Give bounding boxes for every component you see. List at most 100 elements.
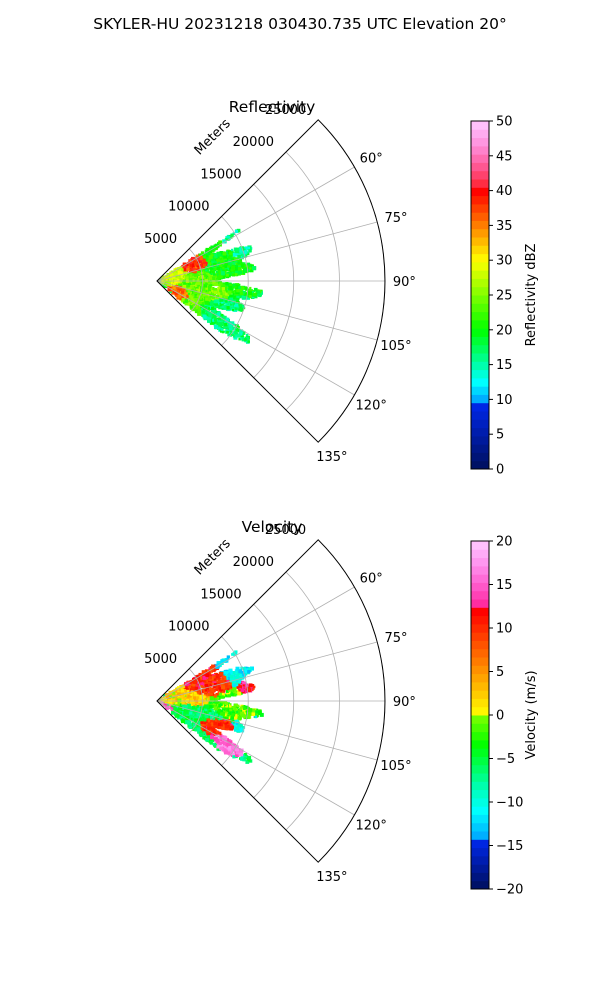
echo-gate: [205, 247, 209, 252]
echo-gate: [241, 331, 246, 335]
echo-gate: [198, 259, 203, 264]
echo-gate: [216, 733, 219, 736]
echo-gate: [196, 257, 200, 261]
echo-gate: [202, 314, 207, 319]
echo-gate: [205, 275, 209, 279]
echo-gate: [194, 720, 198, 724]
echo-gate: [197, 728, 201, 732]
echo-gate: [213, 714, 216, 718]
echo-gate: [226, 742, 230, 747]
echo-gate: [175, 689, 178, 692]
echo-gate: [230, 233, 234, 238]
echo-gate: [237, 717, 240, 720]
echo-gate: [207, 252, 211, 255]
echo-gate: [205, 695, 209, 700]
echo-gate: [173, 272, 177, 276]
echo-gate: [230, 718, 234, 722]
echo-gate: [211, 682, 214, 685]
echo-gate: [217, 261, 221, 265]
echo-gate: [219, 256, 222, 259]
echo-gate: [218, 707, 221, 710]
echo-gate: [201, 670, 206, 675]
echo-gate: [213, 244, 217, 247]
echo-gate: [221, 711, 225, 716]
echo-gate: [180, 719, 185, 724]
echo-gate: [232, 232, 236, 235]
echo-gate: [218, 271, 223, 275]
echo-gate: [240, 728, 245, 733]
echo-gate: [229, 689, 232, 692]
echo-gate: [237, 683, 240, 686]
echo-gate: [216, 745, 220, 749]
colorbar-segment: [471, 311, 489, 321]
echo-gate: [219, 289, 223, 293]
echo-gate: [197, 283, 202, 288]
echo-gate: [225, 282, 229, 286]
figure-title: SKYLER-HU 20231218 030430.735 UTC Elevat…: [93, 15, 507, 33]
echo-gate: [223, 709, 226, 713]
echo-gate: [201, 266, 204, 269]
range-tick-label: 25000: [265, 103, 306, 118]
echo-gate: [242, 673, 246, 677]
echo-gate: [220, 709, 224, 713]
echo-gate: [241, 713, 245, 718]
echo-gate: [209, 297, 213, 301]
echo-gate: [247, 268, 250, 271]
echo-gate: [197, 278, 200, 281]
echo-gate: [242, 758, 245, 762]
echo-gate: [231, 269, 235, 274]
echo-gate: [201, 714, 205, 718]
echo-gate: [194, 686, 199, 691]
echo-gate: [247, 291, 252, 296]
echo-gate: [210, 714, 214, 718]
echo-gate: [221, 685, 226, 690]
echo-gate: [257, 290, 261, 294]
echo-gate: [237, 710, 242, 715]
echo-gate: [219, 671, 224, 676]
echo-gate: [227, 714, 230, 717]
echo-gate: [229, 323, 233, 326]
echo-gate: [242, 286, 246, 290]
echo-gate: [189, 682, 194, 686]
echo-gate: [183, 283, 186, 287]
echo-gate: [173, 286, 176, 290]
echo-gate: [200, 723, 205, 728]
echo-gate: [210, 245, 215, 250]
colorbar-segment: [471, 261, 489, 271]
echo-gate: [245, 336, 250, 341]
echo-gate: [206, 732, 209, 736]
echo-gate: [200, 729, 203, 732]
echo-gate: [189, 691, 192, 694]
echo-gate: [184, 703, 188, 707]
echo-gate: [177, 267, 181, 271]
colorbar-segment: [471, 121, 489, 130]
echo-gate: [235, 720, 238, 723]
echo-gate: [226, 306, 230, 310]
echo-gate: [186, 690, 189, 693]
echo-gate: [218, 274, 222, 279]
echo-gate: [203, 258, 207, 262]
echo-gate: [248, 686, 251, 689]
echo-gate: [230, 269, 233, 272]
echo-gate: [205, 254, 209, 258]
echo-gate: [240, 254, 243, 257]
echo-gate: [177, 686, 181, 690]
colorbar-segment: [471, 435, 489, 445]
echo-gate: [225, 317, 230, 322]
echo-gate: [200, 721, 204, 724]
echo-gate: [173, 271, 176, 274]
echo-gate: [171, 705, 174, 708]
azimuth-spoke: [156, 166, 355, 282]
echo-gate: [209, 726, 213, 730]
colorbar-segment: [471, 460, 489, 470]
echo-gate: [194, 309, 199, 313]
echo-gate: [210, 301, 214, 305]
echo-gate: [219, 718, 224, 723]
echo-gate: [234, 750, 237, 754]
echo-gate: [234, 273, 238, 277]
echo-gate: [224, 273, 227, 277]
echo-gate: [239, 260, 243, 264]
echo-gate: [242, 711, 247, 715]
echo-gate: [197, 275, 200, 278]
echo-gate: [234, 728, 237, 732]
